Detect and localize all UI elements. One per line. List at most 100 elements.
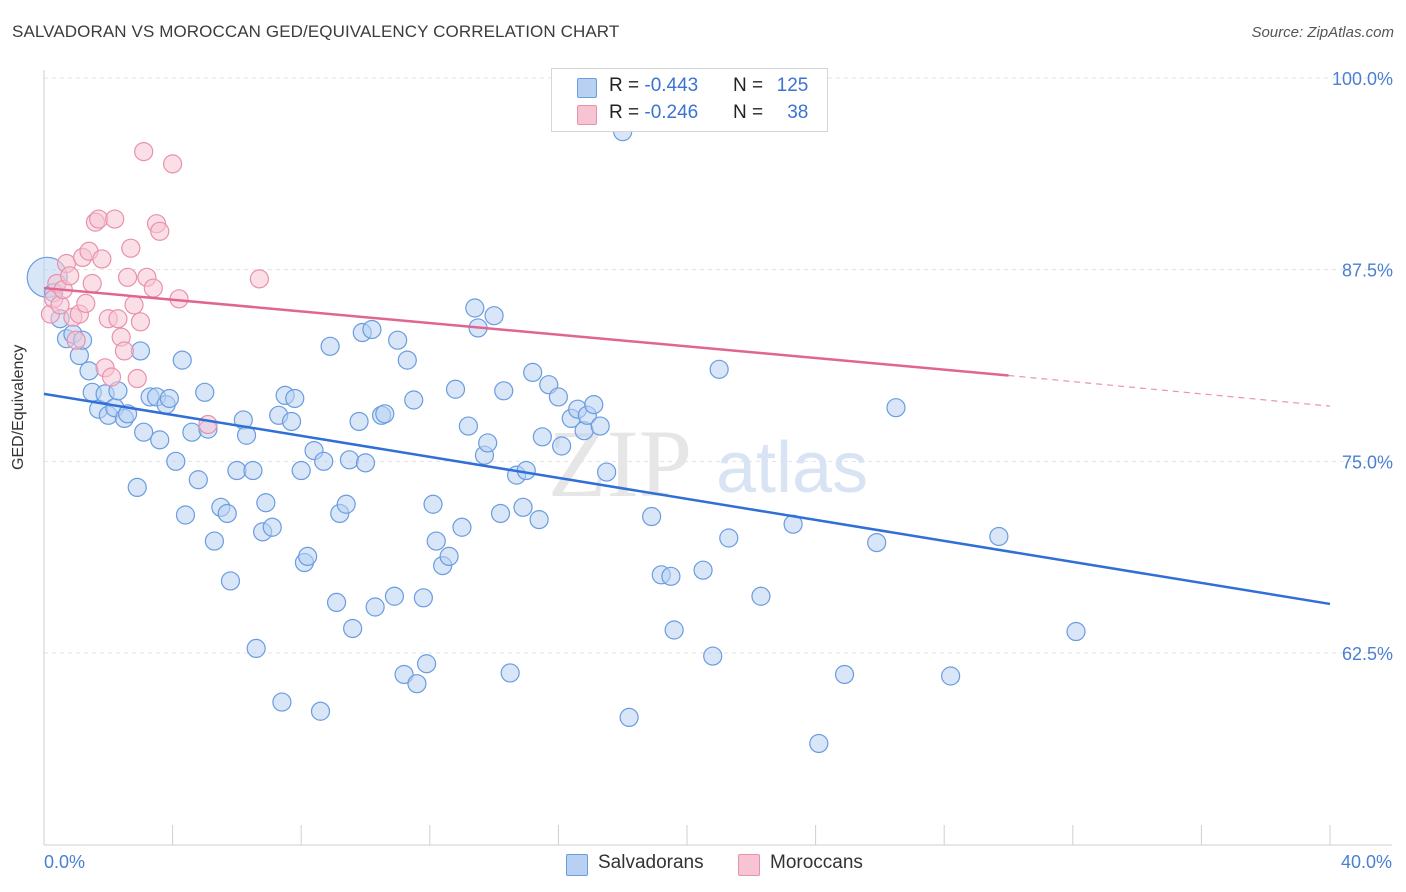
data-point [243, 460, 263, 481]
chart-title: SALVADORAN VS MOROCCAN GED/EQUIVALENCY C… [12, 22, 620, 41]
data-point [407, 674, 427, 694]
data-point [320, 336, 340, 356]
data-point [60, 266, 80, 286]
data-point [66, 330, 86, 350]
salvadorans-trend-line [43, 392, 1331, 606]
data-point [195, 382, 215, 402]
data-point [490, 503, 511, 524]
data-point [336, 494, 356, 514]
data-point [130, 341, 151, 361]
data-point [355, 453, 376, 473]
data-point [867, 532, 887, 553]
data-point [465, 298, 485, 318]
legend-r-label: R = [609, 75, 645, 96]
axes [43, 70, 1392, 846]
data-point [703, 646, 723, 666]
data-point [163, 154, 183, 174]
data-point [532, 427, 552, 447]
data-point [130, 312, 151, 332]
data-point [182, 422, 202, 442]
legend-n-value: 38 [787, 102, 809, 123]
x-tick-min: 0.0% [44, 852, 86, 872]
data-point [423, 494, 443, 514]
data-point [478, 433, 498, 453]
data-point [597, 462, 617, 482]
data-point [204, 531, 224, 551]
legend-n-label: N = [733, 102, 769, 123]
data-point [127, 477, 147, 497]
data-point [172, 350, 192, 370]
data-point [217, 503, 237, 524]
data-point [89, 209, 109, 229]
series-label: Moroccans [770, 852, 863, 873]
data-point [326, 592, 347, 613]
data-point [513, 497, 533, 517]
data-point [105, 209, 125, 229]
data-point [108, 309, 128, 329]
y-tick-labels: 62.5% 75.0% 87.5% 100.0% [1332, 69, 1393, 664]
series-swatch-blue [566, 854, 588, 876]
legend-n-value: 125 [776, 75, 809, 96]
source-label: Source: ZipAtlas.com [1251, 24, 1394, 41]
legend-r-value: -0.443 [644, 75, 699, 96]
data-point [198, 414, 218, 435]
data-point [397, 350, 417, 370]
data-point [458, 416, 478, 436]
y-tick-label: 87.5% [1342, 261, 1393, 281]
data-point [262, 517, 282, 537]
watermark-atlas: atlas [716, 428, 868, 508]
legend-n: N = 125 [733, 75, 808, 97]
data-point [886, 398, 906, 418]
salvadorans-points [26, 122, 1086, 754]
legend-n-label: N = [733, 75, 769, 96]
watermark: ZIP atlas [548, 410, 868, 517]
legend-r: R = -0.246 [609, 102, 698, 124]
data-point [272, 692, 292, 712]
data-point [548, 387, 569, 407]
data-point [134, 422, 154, 442]
y-tick-label: 100.0% [1332, 69, 1393, 89]
data-point [343, 618, 363, 639]
data-point [719, 528, 739, 548]
data-point [413, 588, 433, 608]
data-point [989, 526, 1009, 547]
data-point [298, 546, 318, 567]
data-point [159, 388, 179, 409]
legend-r-label: R = [609, 102, 645, 123]
data-point [452, 517, 472, 537]
data-point [709, 359, 729, 379]
data-point [664, 620, 684, 640]
series-label: Salvadorans [598, 852, 704, 873]
data-point [384, 586, 405, 606]
data-point [291, 460, 311, 481]
data-point [661, 566, 681, 586]
data-point [76, 293, 96, 313]
data-point [365, 597, 385, 617]
legend-n: N = 38 [733, 102, 808, 124]
data-point [114, 341, 134, 361]
x-tick-max: 40.0% [1340, 852, 1392, 872]
data-point [150, 430, 170, 450]
data-point [117, 267, 138, 287]
data-point [834, 664, 855, 685]
data-point [246, 638, 266, 659]
legend-swatch-blue [577, 78, 597, 98]
data-point [693, 560, 713, 580]
trend-lines [43, 286, 1331, 606]
data-point [388, 330, 408, 350]
data-point [101, 367, 122, 387]
moroccans-trend-extension [1008, 374, 1331, 407]
legend-swatch-pink [577, 105, 597, 125]
data-point [439, 546, 459, 567]
correlation-legend: R = -0.443 N = 125 R = -0.246 N = 38 [551, 68, 828, 132]
data-point [375, 404, 395, 424]
data-point [92, 249, 112, 269]
data-point [590, 416, 610, 436]
data-point [809, 733, 829, 754]
data-point [941, 666, 961, 686]
data-point [484, 306, 504, 326]
data-point [256, 493, 276, 513]
legend-r: R = -0.443 [609, 75, 698, 97]
data-point [1066, 621, 1086, 642]
data-point [751, 586, 771, 606]
